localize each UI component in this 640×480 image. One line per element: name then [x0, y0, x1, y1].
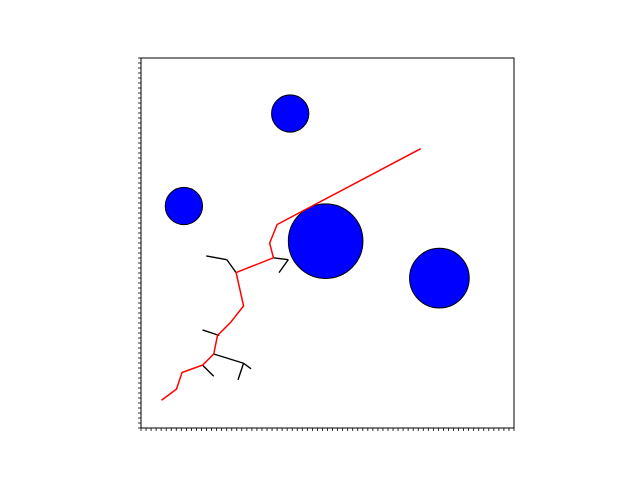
obstacle-circle-4	[409, 247, 470, 309]
tree-edge-6	[213, 353, 244, 364]
path-line	[161, 147, 422, 401]
tree-edge-2	[226, 259, 237, 274]
tree-edge-8	[237, 363, 245, 381]
tree-edge-3	[273, 257, 289, 261]
tree-edge-1	[206, 255, 227, 261]
obstacle-circle-3	[287, 203, 364, 279]
path-layer	[161, 147, 422, 401]
obstacle-layer	[164, 94, 470, 309]
tree-layer	[202, 255, 289, 381]
tree-edge-7	[243, 362, 252, 370]
tree-edge-4	[278, 259, 289, 274]
obstacle-circle-1	[271, 94, 310, 133]
tree-edge-9	[202, 364, 215, 377]
plot-frame	[140, 57, 515, 429]
tree-edge-5	[202, 329, 220, 337]
obstacle-circle-2	[164, 186, 204, 226]
